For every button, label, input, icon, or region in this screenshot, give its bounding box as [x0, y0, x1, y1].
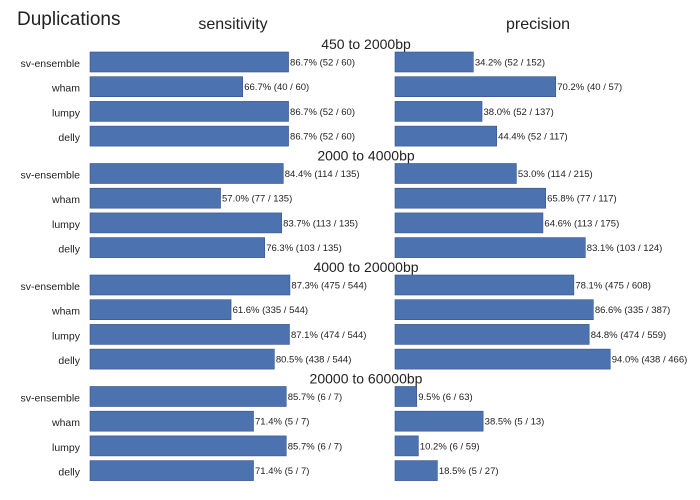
precision-value-label: 38.0% (52 / 137) — [484, 107, 554, 118]
precision-bar — [394, 299, 594, 321]
sensitivity-value-label: 71.4% (5 / 7) — [255, 417, 309, 428]
precision-value-label: 34.2% (52 / 152) — [475, 58, 545, 69]
sensitivity-value-label: 57.0% (77 / 135) — [222, 194, 292, 205]
method-label: delly — [58, 244, 80, 256]
precision-value-label: 84.8% (474 / 559) — [591, 330, 667, 341]
sensitivity-bar — [89, 274, 291, 296]
precision-value-label: 78.1% (475 / 608) — [575, 281, 651, 292]
method-label: delly — [58, 355, 80, 367]
sensitivity-value-label: 87.1% (474 / 544) — [291, 330, 367, 341]
column-header-precision: precision — [506, 16, 570, 33]
column-header-sensitivity: sensitivity — [198, 16, 267, 33]
sensitivity-value-label: 86.7% (52 / 60) — [290, 132, 355, 143]
sensitivity-bar — [89, 101, 289, 122]
precision-value-label: 38.5% (5 / 13) — [485, 417, 545, 428]
method-label: lumpy — [52, 219, 81, 231]
sensitivity-bar — [89, 386, 287, 407]
sensitivity-value-label: 85.7% (6 / 7) — [288, 441, 342, 452]
sensitivity-bar — [89, 125, 289, 147]
sensitivity-bar — [89, 324, 290, 345]
sensitivity-value-label: 76.3% (103 / 135) — [266, 243, 342, 254]
group-label: 4000 to 20000bp — [313, 259, 418, 275]
sensitivity-bar — [89, 410, 254, 432]
sensitivity-bar — [89, 51, 289, 73]
sensitivity-value-label: 87.3% (475 / 544) — [291, 281, 367, 292]
precision-bar — [394, 386, 418, 407]
precision-bar — [394, 101, 483, 122]
method-label: sv-ensemble — [20, 393, 80, 405]
precision-value-label: 86.6% (335 / 387) — [595, 305, 671, 316]
precision-value-label: 94.0% (438 / 466) — [612, 355, 688, 366]
precision-bar — [394, 51, 474, 73]
sensitivity-bar — [89, 435, 287, 457]
sensitivity-value-label: 86.7% (52 / 60) — [290, 107, 355, 118]
precision-bar — [394, 348, 611, 370]
group-label: 20000 to 60000bp — [310, 371, 423, 387]
precision-value-label: 53.0% (114 / 215) — [518, 169, 593, 180]
sensitivity-bar — [89, 299, 232, 321]
precision-value-label: 18.5% (5 / 27) — [439, 466, 499, 477]
sensitivity-bar — [89, 76, 244, 97]
method-label: sv-ensemble — [20, 281, 80, 293]
precision-bar — [394, 410, 484, 432]
precision-value-label: 83.1% (103 / 124) — [587, 243, 663, 254]
precision-value-label: 65.8% (77 / 117) — [547, 194, 617, 205]
sensitivity-value-label: 83.7% (113 / 135) — [283, 218, 358, 229]
method-label: wham — [51, 417, 80, 429]
precision-bar — [394, 212, 544, 234]
sensitivity-value-label: 71.4% (5 / 7) — [255, 466, 309, 477]
precision-bar — [394, 460, 438, 481]
method-label: lumpy — [52, 442, 81, 454]
sensitivity-bar — [89, 460, 254, 481]
sensitivity-value-label: 85.7% (6 / 7) — [288, 392, 342, 403]
precision-value-label: 70.2% (40 / 57) — [557, 82, 622, 93]
precision-value-label: 10.2% (6 / 59) — [420, 441, 480, 452]
precision-bar — [394, 324, 590, 345]
sensitivity-value-label: 80.5% (438 / 544) — [276, 355, 352, 366]
method-label: wham — [51, 306, 80, 318]
sensitivity-value-label: 86.7% (52 / 60) — [290, 58, 355, 69]
precision-bar — [394, 76, 557, 97]
chart-title: Duplications — [17, 9, 121, 30]
sensitivity-bar — [89, 237, 266, 258]
method-label: lumpy — [52, 330, 81, 342]
sensitivity-value-label: 66.7% (40 / 60) — [244, 82, 309, 93]
method-label: wham — [51, 194, 80, 206]
method-label: lumpy — [52, 107, 81, 119]
sensitivity-value-label: 61.6% (335 / 544) — [233, 305, 309, 316]
sensitivity-value-label: 84.4% (114 / 135) — [285, 169, 360, 180]
precision-value-label: 64.6% (113 / 175) — [544, 218, 619, 229]
precision-value-label: 9.5% (6 / 63) — [418, 392, 472, 403]
method-label: sv-ensemble — [20, 58, 80, 70]
method-label: wham — [51, 83, 80, 95]
group-label: 450 to 2000bp — [321, 36, 411, 52]
bars-layer: 450 to 2000bp sv-ensemble 86.7% (52 / 60) 3… — [20, 36, 687, 481]
sensitivity-bar — [89, 163, 284, 184]
precision-bar — [394, 237, 586, 258]
group-label: 2000 to 4000bp — [317, 148, 415, 164]
precision-bar — [394, 435, 419, 457]
sensitivity-bar — [89, 212, 282, 234]
method-label: delly — [58, 132, 80, 144]
sensitivity-bar — [89, 187, 221, 209]
precision-bar — [394, 274, 575, 296]
precision-value-label: 44.4% (52 / 117) — [498, 132, 568, 143]
precision-bar — [394, 125, 497, 147]
method-label: sv-ensemble — [20, 170, 80, 182]
sensitivity-bar — [89, 348, 275, 370]
method-label: delly — [58, 467, 80, 479]
precision-bar — [394, 163, 517, 184]
precision-bar — [394, 187, 546, 209]
